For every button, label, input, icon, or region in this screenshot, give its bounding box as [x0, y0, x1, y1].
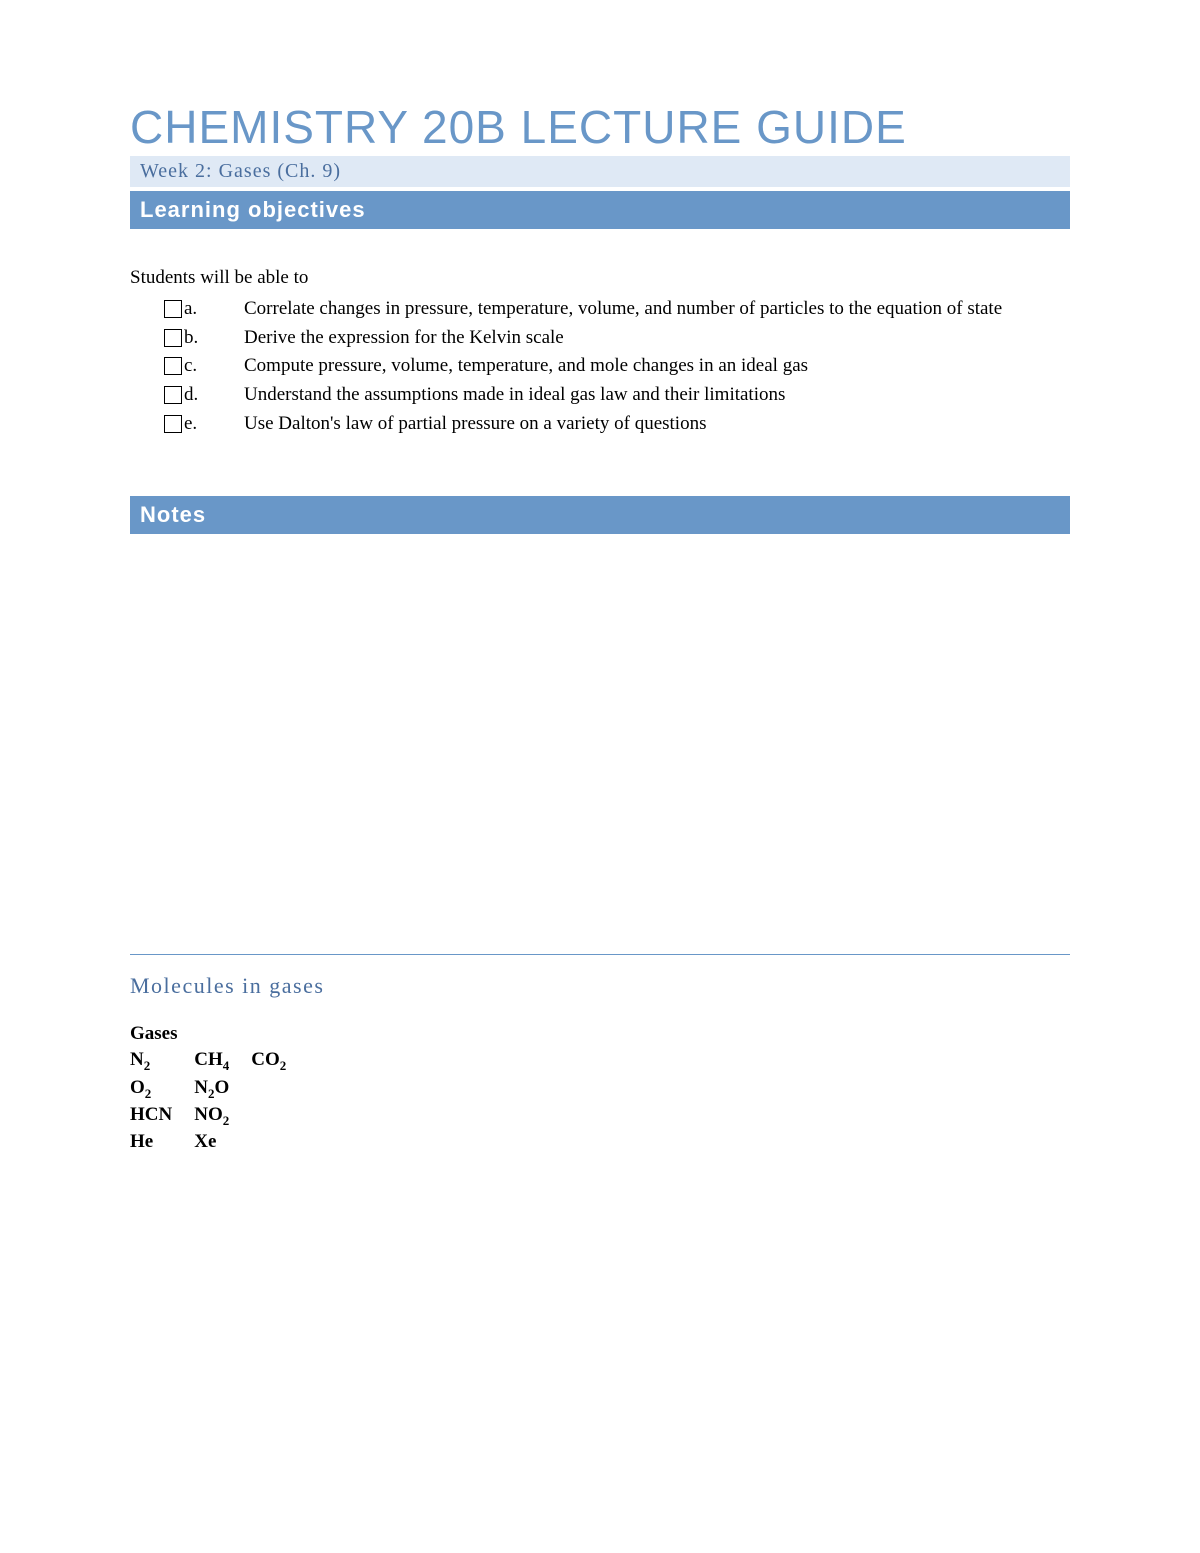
gases-label: Gases — [130, 1023, 1070, 1045]
objective-item: d. Understand the assumptions made in id… — [164, 383, 1070, 408]
learning-objectives-header: Learning objectives — [130, 191, 1070, 229]
notes-area — [130, 534, 1070, 954]
gas-cell: O2 — [130, 1075, 194, 1102]
gas-cell — [251, 1102, 308, 1129]
gas-cell: HCN — [130, 1102, 194, 1129]
objective-text: Correlate changes in pressure, temperatu… — [244, 297, 1070, 322]
objective-letter: d. — [184, 383, 244, 408]
gas-cell: CH4 — [194, 1047, 251, 1074]
gas-cell: CO2 — [251, 1047, 308, 1074]
objective-text: Understand the assumptions made in ideal… — [244, 383, 1070, 408]
table-row: O2 N2O — [130, 1075, 308, 1102]
gas-cell: He — [130, 1129, 194, 1155]
objective-letter: c. — [184, 354, 244, 379]
gas-cell — [251, 1129, 308, 1155]
page-title: CHEMISTRY 20B LECTURE GUIDE — [130, 100, 1070, 154]
gas-cell — [251, 1075, 308, 1102]
table-row: He Xe — [130, 1129, 308, 1155]
objective-letter: a. — [184, 297, 244, 322]
subtitle-bar: Week 2: Gases (Ch. 9) — [130, 156, 1070, 187]
objectives-list: a. Correlate changes in pressure, temper… — [130, 297, 1070, 436]
subtitle-text: Week 2: Gases (Ch. 9) — [140, 160, 341, 182]
objective-text: Use Dalton's law of partial pressure on … — [244, 412, 1070, 437]
gas-cell: N2O — [194, 1075, 251, 1102]
table-row: N2 CH4 CO2 — [130, 1047, 308, 1074]
gas-cell: NO2 — [194, 1102, 251, 1129]
checkbox-icon[interactable] — [164, 357, 182, 375]
objective-text: Compute pressure, volume, temperature, a… — [244, 354, 1070, 379]
checkbox-icon[interactable] — [164, 329, 182, 347]
gas-cell: N2 — [130, 1047, 194, 1074]
objective-item: b. Derive the expression for the Kelvin … — [164, 326, 1070, 351]
objective-item: a. Correlate changes in pressure, temper… — [164, 297, 1070, 322]
checkbox-icon[interactable] — [164, 386, 182, 404]
objective-item: e. Use Dalton's law of partial pressure … — [164, 412, 1070, 437]
notes-header: Notes — [130, 496, 1070, 534]
objective-letter: b. — [184, 326, 244, 351]
divider — [130, 954, 1070, 955]
objectives-intro: Students will be able to — [130, 267, 1070, 289]
section-header-text: Learning objectives — [140, 197, 366, 222]
section-header-text: Notes — [140, 502, 206, 527]
objective-text: Derive the expression for the Kelvin sca… — [244, 326, 1070, 351]
table-row: HCN NO2 — [130, 1102, 308, 1129]
checkbox-icon[interactable] — [164, 415, 182, 433]
checkbox-icon[interactable] — [164, 300, 182, 318]
gases-table: N2 CH4 CO2 O2 N2O HCN NO2 He Xe — [130, 1047, 308, 1155]
objective-letter: e. — [184, 412, 244, 437]
molecules-title: Molecules in gases — [130, 973, 1070, 999]
gas-cell: Xe — [194, 1129, 251, 1155]
objective-item: c. Compute pressure, volume, temperature… — [164, 354, 1070, 379]
